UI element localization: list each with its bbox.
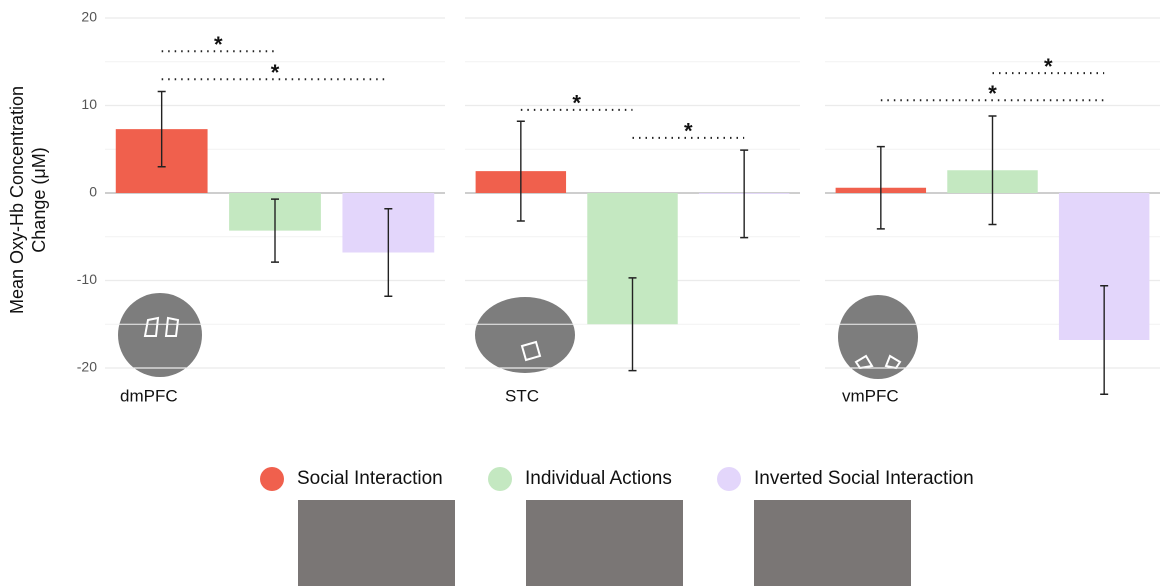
error-bar	[988, 115, 997, 226]
y-tick-label: 0	[89, 184, 97, 200]
stimulus-photo	[298, 500, 455, 586]
error-bar	[628, 277, 637, 372]
significance-star: *	[214, 32, 223, 57]
brain-image	[838, 295, 918, 379]
y-tick-label: 20	[81, 9, 97, 25]
y-tick-label: 10	[81, 96, 97, 112]
brain-image	[118, 293, 202, 377]
legend-label: Social Interaction	[297, 468, 443, 489]
error-bar	[157, 90, 166, 168]
significance-star: *	[988, 81, 997, 106]
stimulus-photos	[298, 500, 911, 586]
legend-label: Individual Actions	[525, 468, 672, 489]
roi-outline	[143, 316, 180, 337]
panel-title: vmPFC	[842, 386, 899, 405]
error-bar	[271, 198, 279, 263]
panel-title: dmPFC	[120, 386, 178, 405]
error-bar	[516, 120, 525, 222]
brain-image	[475, 297, 575, 373]
y-tick-label: -10	[77, 271, 97, 287]
roi-outline	[520, 340, 542, 362]
error-bar	[876, 145, 885, 230]
error-bar	[740, 149, 749, 239]
brain-images	[118, 293, 918, 379]
significance-star: *	[1044, 54, 1053, 79]
y-axis-label: Change (μM)	[29, 147, 49, 252]
significance-star: *	[271, 60, 280, 85]
legend-swatch	[260, 467, 284, 491]
legend-label: Inverted Social Interaction	[754, 468, 974, 489]
significance-star: *	[684, 119, 693, 144]
significance-star: *	[572, 91, 581, 116]
stimulus-photo	[754, 500, 911, 586]
stimulus-photo	[526, 500, 683, 586]
legend-swatch	[717, 467, 741, 491]
y-axis-label: Mean Oxy-Hb Concentration	[7, 86, 27, 314]
error-bar	[384, 208, 393, 297]
legend-swatch	[488, 467, 512, 491]
panel-title: STC	[505, 386, 539, 405]
y-tick-label: -20	[77, 359, 97, 375]
error-bar	[1100, 285, 1109, 395]
